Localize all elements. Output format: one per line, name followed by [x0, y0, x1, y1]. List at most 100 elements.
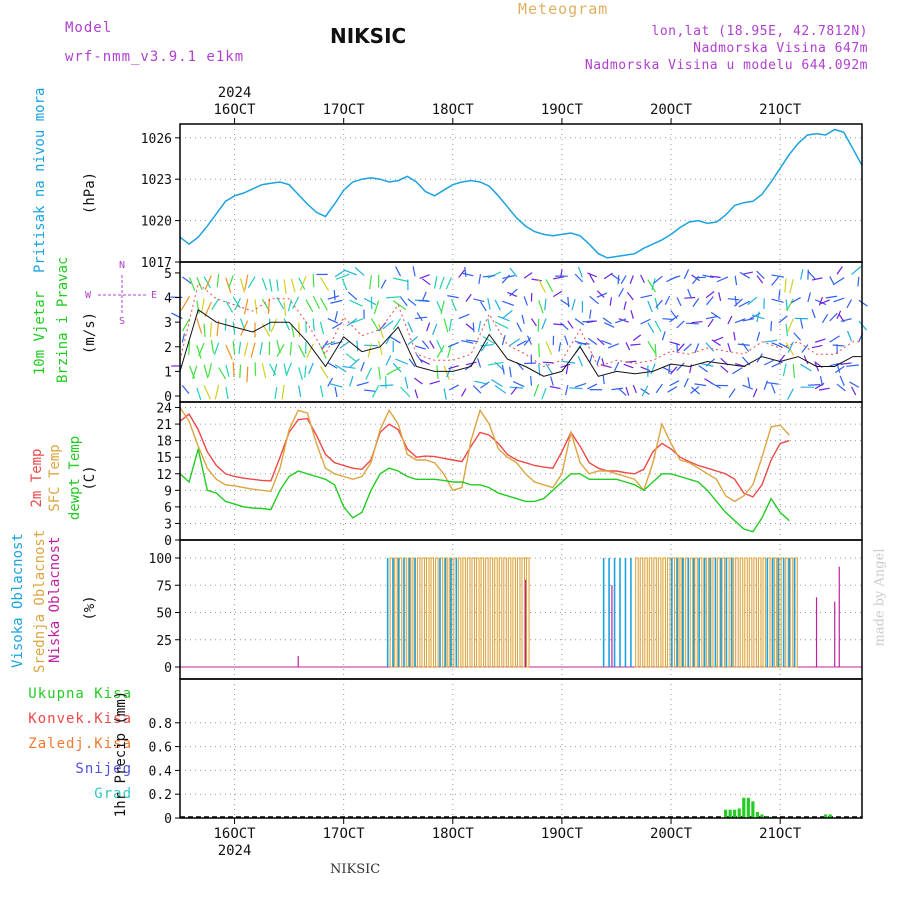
wind-arrow	[491, 378, 503, 388]
wind-arrow	[385, 296, 402, 299]
temp-ytick-label: 15	[156, 451, 172, 466]
cloud-high-bar	[692, 558, 695, 667]
wind-arrow	[560, 322, 569, 331]
pressure-ytick-label: 1026	[141, 132, 172, 147]
wind-arrow	[395, 358, 409, 365]
cloud-high-bar	[613, 558, 616, 667]
wind-arrow	[807, 271, 816, 280]
wind-arrow	[709, 381, 721, 389]
wind-arrow	[857, 276, 860, 287]
precip-bar	[733, 809, 737, 818]
wind-arrow	[803, 355, 809, 365]
wind-arrow	[770, 320, 773, 332]
wind-arrow	[465, 293, 472, 302]
wind-arrow	[289, 341, 292, 356]
wind-arrow	[654, 297, 659, 310]
wind-arrow	[305, 299, 314, 313]
legend-snow: Snijeg	[75, 761, 132, 777]
cloud-mid-bar	[421, 557, 426, 668]
wind-arrow	[587, 383, 598, 390]
wind-arrow	[334, 311, 339, 321]
wind-arrow	[379, 384, 394, 387]
wind-arrow	[346, 318, 358, 327]
wind-arrow	[632, 384, 637, 394]
wind-arrow	[668, 364, 671, 374]
wind-arrow	[647, 279, 657, 293]
wind-arrow	[829, 312, 838, 322]
wind-arrow	[640, 294, 653, 299]
wind-arrow	[319, 277, 330, 291]
wind-arrow	[734, 318, 746, 324]
cloud-high-bar	[608, 558, 610, 667]
wind-arrow	[246, 366, 249, 383]
wind-arrow	[654, 320, 662, 333]
cloud-high-bar	[386, 558, 389, 667]
wind-arrow	[421, 340, 430, 350]
wind-arrow	[756, 270, 765, 279]
wind-arrow	[752, 388, 758, 398]
wind-arrow	[613, 361, 620, 372]
wind-arrow	[683, 269, 690, 280]
wind-arrow	[811, 344, 823, 349]
footer-station: NIKSIC	[330, 862, 381, 877]
wind-arrow	[615, 318, 627, 324]
wind-arrow	[371, 385, 380, 398]
wind-arrow	[328, 383, 343, 388]
wind-arrow	[407, 336, 418, 346]
wind-arrow	[623, 301, 627, 310]
wind-panel	[170, 266, 868, 401]
precip-panel	[180, 797, 862, 818]
wind-arrow	[458, 313, 470, 320]
wind-arrow	[225, 277, 232, 294]
wind-arrow	[268, 278, 273, 292]
wind-arrow	[448, 384, 459, 391]
wind-arrow	[720, 365, 729, 373]
precip-bar	[824, 814, 828, 818]
wind-arrow	[734, 298, 743, 307]
cloud-mid-bar	[507, 557, 512, 668]
wind-arrow	[800, 363, 812, 372]
wind-arrow	[552, 290, 563, 298]
wind-arrow	[232, 362, 235, 378]
wind-arrow	[691, 320, 703, 324]
wind-arrow	[502, 300, 515, 306]
cloud-high-bar	[439, 558, 441, 667]
wind-arrow	[472, 322, 475, 333]
wind-arrow	[851, 266, 862, 276]
wind-arrow	[445, 277, 452, 290]
wind-arrow	[694, 383, 707, 387]
wind-arrow	[349, 375, 354, 387]
wind-compass-N: N	[119, 260, 125, 271]
wind-arrow	[662, 366, 673, 373]
cloud-mid-bar	[475, 557, 480, 668]
cloud-high-bar	[676, 558, 679, 667]
wind-arrow	[216, 320, 220, 337]
cloud-high-bar	[720, 558, 722, 667]
bottom-day-label: 21OCT	[759, 826, 802, 842]
wind-arrow	[421, 291, 427, 302]
cloud-mid-bar	[735, 557, 739, 668]
cloud-high-bar	[709, 558, 711, 667]
cloud-high-bar	[392, 558, 394, 667]
wind-arrow	[225, 364, 230, 378]
cloud-mid-bar	[485, 557, 489, 668]
wind-arrow	[349, 299, 363, 307]
wind-arrow	[589, 274, 595, 283]
wind-arrow	[747, 296, 758, 306]
wind-arrow	[214, 384, 220, 400]
bottom-year-label: 2024	[218, 843, 252, 859]
wind-arrow	[225, 386, 229, 400]
wind-arrow	[363, 297, 377, 306]
wind-arrow	[501, 364, 505, 375]
cloud-mid-bar	[503, 557, 507, 668]
wind-arrow	[385, 355, 392, 366]
wind-arrow	[487, 297, 491, 310]
wind-arrow	[393, 277, 408, 282]
wind-arrow	[727, 343, 732, 352]
cloud-high-bar	[782, 558, 785, 667]
cloud-panel	[180, 557, 862, 668]
wind-ytick-label: 3	[164, 316, 172, 331]
cloud-ytick-label: 50	[156, 607, 172, 622]
wind-arrow	[272, 363, 278, 377]
wind-arrow	[647, 341, 657, 354]
